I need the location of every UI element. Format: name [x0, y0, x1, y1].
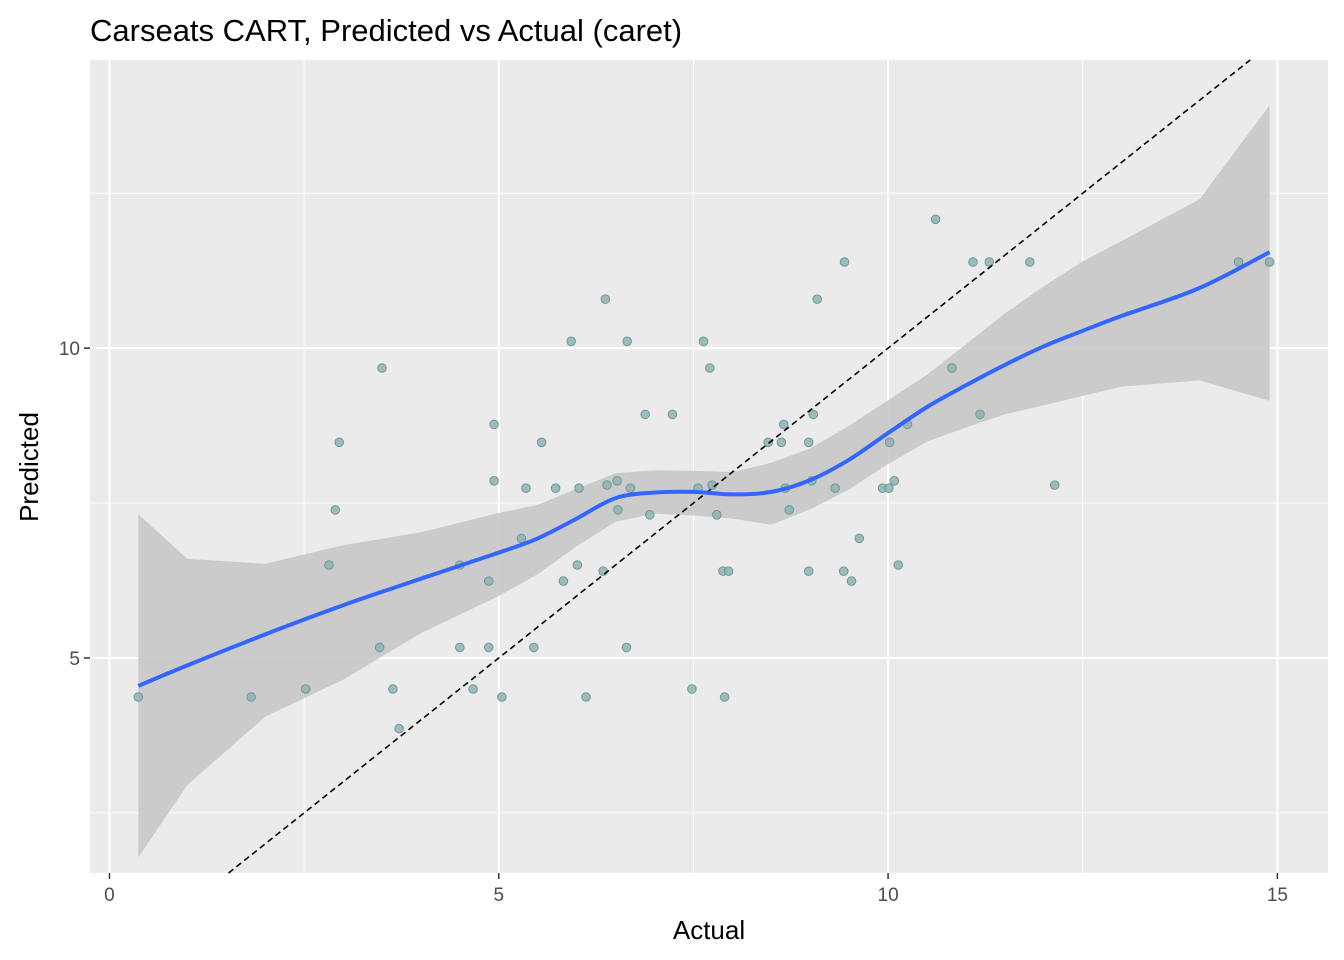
- data-point: [374, 642, 385, 653]
- data-point: [550, 483, 561, 494]
- data-point: [574, 483, 584, 494]
- data-point: [854, 533, 865, 544]
- data-point: [723, 566, 734, 577]
- data-point: [483, 642, 494, 653]
- data-point: [803, 437, 814, 448]
- data-point: [1049, 480, 1060, 490]
- data-point: [705, 363, 715, 373]
- confidence-band: [138, 105, 1270, 858]
- data-point: [581, 692, 591, 702]
- data-point: [968, 257, 978, 267]
- data-point: [839, 257, 850, 267]
- data-point: [645, 510, 655, 520]
- data-point: [884, 437, 895, 448]
- y-axis-title: Predicted: [14, 412, 44, 522]
- data-point: [640, 409, 651, 420]
- data-point: [622, 336, 633, 347]
- x-axis-ticks: 0 5 10 15: [104, 873, 1288, 906]
- x-axis-title: Actual: [673, 915, 745, 945]
- data-point: [377, 363, 387, 373]
- data-point: [784, 505, 795, 515]
- data-point: [600, 294, 611, 305]
- data-point: [602, 480, 612, 490]
- data-point: [1025, 257, 1035, 267]
- data-point: [334, 437, 345, 448]
- data-point: [394, 723, 404, 734]
- x-tick-label: 5: [493, 885, 504, 906]
- data-point: [388, 684, 398, 694]
- data-point: [483, 576, 494, 586]
- data-point: [521, 483, 531, 494]
- chart-title: Carseats CART, Predicted vs Actual (care…: [90, 13, 682, 48]
- x-tick-label: 10: [878, 885, 899, 906]
- data-point: [133, 692, 144, 702]
- data-point: [830, 483, 840, 494]
- data-point: [529, 642, 539, 653]
- data-point: [975, 409, 985, 420]
- data-point: [612, 476, 622, 486]
- data-point: [324, 560, 334, 570]
- data-point: [246, 692, 256, 702]
- data-point: [687, 684, 697, 694]
- data-point: [763, 437, 774, 448]
- data-point: [930, 214, 941, 225]
- y-tick-label: 5: [69, 649, 80, 670]
- y-tick-label: 10: [59, 339, 80, 360]
- data-point: [889, 476, 900, 486]
- data-point: [516, 533, 527, 544]
- data-point: [300, 684, 311, 694]
- data-point: [808, 409, 819, 420]
- identity-reference-line: [228, 59, 1251, 874]
- data-point: [613, 505, 623, 515]
- data-point: [455, 642, 465, 653]
- data-point: [497, 692, 507, 702]
- data-point: [330, 505, 341, 515]
- data-point: [803, 566, 814, 577]
- data-point: [489, 419, 499, 430]
- data-point: [719, 692, 730, 702]
- data-point: [698, 336, 709, 347]
- data-point: [625, 483, 636, 494]
- data-point: [947, 363, 957, 373]
- data-point: [1264, 257, 1275, 267]
- data-point: [893, 560, 904, 570]
- data-point: [846, 576, 857, 586]
- data-point: [712, 510, 722, 520]
- data-point: [667, 409, 678, 420]
- data-point: [884, 483, 894, 494]
- data-point: [778, 419, 789, 430]
- plot-panel: [90, 60, 1328, 873]
- data-point: [468, 684, 478, 694]
- data-point: [812, 294, 823, 305]
- data-point: [776, 437, 787, 448]
- loess-smooth-line: [137, 250, 1271, 688]
- x-tick-label: 0: [104, 885, 115, 906]
- data-point: [598, 566, 608, 577]
- x-tick-label: 15: [1267, 885, 1288, 906]
- data-point: [558, 576, 569, 586]
- data-point: [566, 336, 577, 347]
- data-point: [572, 560, 583, 570]
- y-axis-ticks: 5 10: [59, 339, 90, 670]
- data-point: [1233, 257, 1244, 267]
- data-point: [838, 566, 849, 577]
- data-point: [621, 642, 632, 653]
- data-point: [984, 257, 995, 267]
- data-point: [536, 437, 547, 448]
- data-point: [489, 476, 499, 486]
